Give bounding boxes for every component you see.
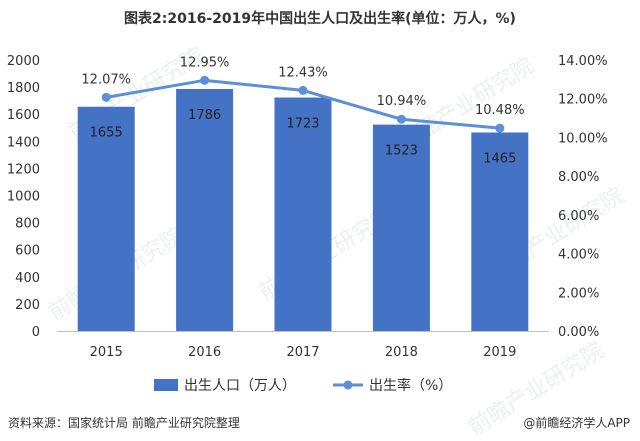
right-tick-label: 12.00% (558, 93, 608, 108)
right-tick-label: 6.00% (558, 209, 599, 224)
bar (176, 88, 234, 331)
x-tick-label: 2018 (385, 345, 418, 360)
left-tick-label: 600 (15, 244, 40, 259)
x-tick-label: 2015 (90, 345, 123, 360)
left-axis: 0 200 400 600 800 1000 1200 1400 1600 1800 2000 (7, 54, 40, 340)
left-tick-label: 1400 (7, 135, 40, 150)
left-tick-label: 800 (15, 217, 40, 232)
left-tick-label: 200 (15, 298, 40, 313)
bar-series: 1655 1786 1723 1523 1465 (77, 88, 529, 331)
credit: @前瞻经济学人APP (523, 416, 630, 430)
bar-value-label: 1655 (90, 126, 123, 141)
line-value-label: 12.07% (81, 72, 131, 87)
right-tick-label: 10.00% (558, 131, 608, 146)
bar-value-label: 1786 (188, 108, 221, 123)
bar-value-label: 1723 (286, 117, 319, 132)
right-tick-label: 4.00% (558, 248, 599, 263)
line-point (396, 114, 406, 124)
line-value-label: 12.95% (180, 55, 230, 70)
right-axis: 0.00% 2.00% 4.00% 6.00% 8.00% 10.00% 12.00% 14.… (558, 54, 608, 340)
left-tick-label: 2000 (7, 54, 40, 69)
bar (471, 132, 529, 331)
line-value-label: 12.43% (278, 65, 328, 80)
chart-title: 图表2:2016-2019年中国出生人口及出生率(单位：万人，%) (124, 11, 516, 27)
bar (77, 106, 135, 331)
x-tick-label: 2016 (188, 345, 221, 360)
bar-value-label: 1465 (483, 151, 516, 166)
left-tick-label: 1800 (7, 81, 40, 96)
right-tick-label: 2.00% (558, 286, 599, 301)
bar (274, 97, 332, 331)
left-tick-label: 1600 (7, 108, 40, 123)
line-point (298, 85, 308, 95)
line-point (101, 92, 111, 102)
legend-bar-label: 出生人口（万人） (184, 378, 296, 394)
x-tick-label: 2019 (483, 345, 516, 360)
bar (372, 124, 430, 331)
line-point (200, 75, 210, 85)
right-tick-label: 8.00% (558, 170, 599, 185)
legend: 出生人口（万人） 出生率（%） (154, 377, 452, 394)
left-tick-label: 0 (32, 325, 40, 340)
bar-value-label: 1523 (385, 144, 418, 159)
left-tick-label: 1200 (7, 162, 40, 177)
line-series: 12.07% 12.95% 12.43% 10.94% 10.48% (81, 55, 525, 133)
right-tick-label: 14.00% (558, 54, 608, 69)
x-tick-label: 2017 (286, 345, 319, 360)
legend-line-label: 出生率（%） (369, 377, 452, 394)
legend-bar-swatch (154, 379, 178, 391)
left-tick-label: 1000 (7, 190, 40, 205)
line-value-label: 10.48% (475, 103, 525, 118)
line-point (495, 123, 505, 133)
x-axis: 2015 2016 2017 2018 2019 (57, 331, 549, 360)
right-tick-label: 0.00% (558, 325, 599, 340)
legend-line-marker (343, 380, 353, 390)
line-value-label: 10.94% (377, 94, 427, 109)
left-tick-label: 400 (15, 271, 40, 286)
source-note: 资料来源：国家统计局 前瞻产业研究院整理 (8, 416, 240, 430)
